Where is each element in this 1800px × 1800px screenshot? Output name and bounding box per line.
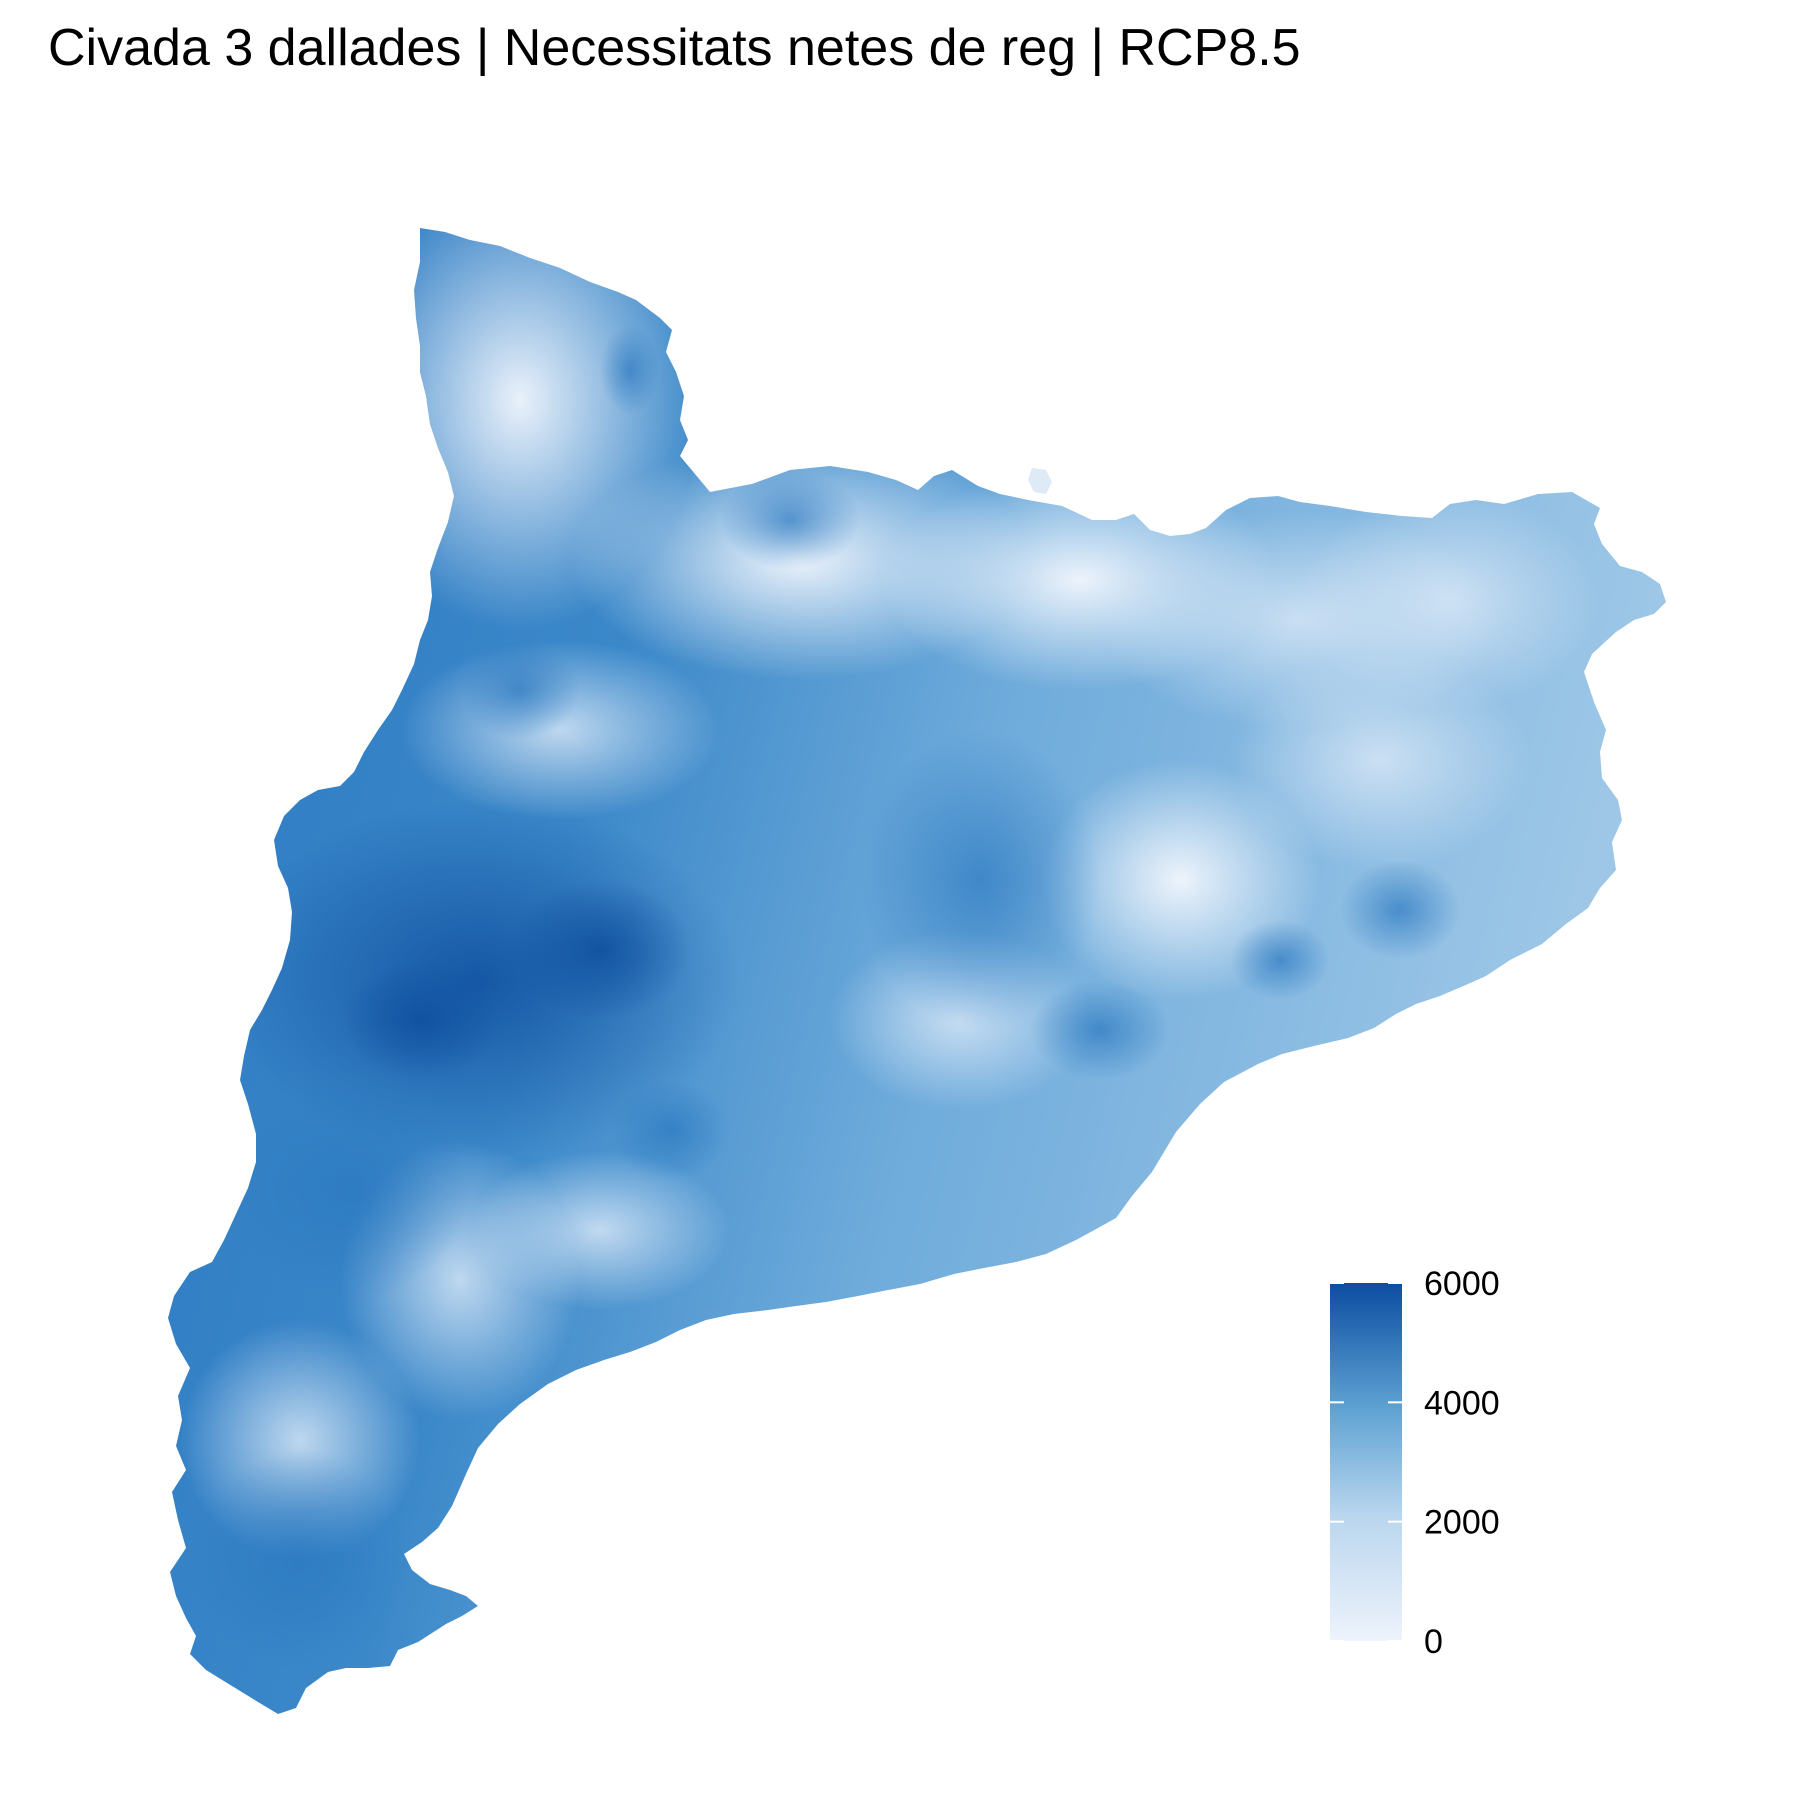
- legend-tick-label: 2000: [1424, 1504, 1500, 1542]
- legend-ticks: [1330, 1282, 1402, 1642]
- legend-tick-label: 6000: [1424, 1265, 1500, 1303]
- catalonia-map: [168, 228, 1666, 1714]
- legend-colorbar: [1330, 1283, 1402, 1641]
- legend-labels: 0 2000 4000 6000: [1424, 1265, 1500, 1661]
- legend-tick-label: 0: [1424, 1623, 1443, 1661]
- legend-tick-label: 4000: [1424, 1384, 1500, 1422]
- chart-title: Civada 3 dallades | Necessitats netes de…: [48, 19, 1301, 77]
- map-enclave: [1028, 468, 1052, 494]
- legend: 0 2000 4000 6000: [1330, 1265, 1500, 1661]
